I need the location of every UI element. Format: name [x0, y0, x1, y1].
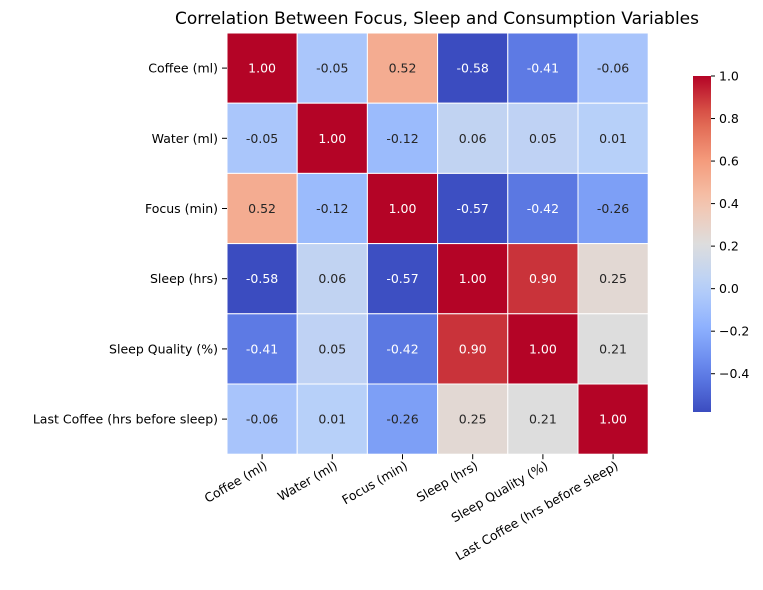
cell-value-label: 0.06 [459, 131, 487, 146]
cell-value-label: -0.58 [246, 271, 278, 286]
cell-value-label: 1.00 [459, 271, 487, 286]
heatmap-cell-labels: 1.00 -0.05 0.52 -0.58 -0.41 -0.06 -0.05 1.00 -0.… [246, 61, 629, 427]
cell-value-label: -0.42 [527, 201, 559, 216]
cell-value-label: -0.12 [316, 201, 348, 216]
heatmap-cell [366, 243, 439, 315]
heatmap-cell [507, 243, 579, 315]
colorbar-tick-label: −0.4 [719, 366, 749, 381]
heatmap-cell [296, 243, 368, 315]
heatmap-cell [507, 313, 579, 385]
cell-value-label: 1.00 [599, 412, 627, 427]
heatmap-cell [296, 172, 368, 245]
heatmap-cell [437, 243, 509, 315]
cell-value-label: -0.42 [386, 341, 418, 356]
heatmap-cell [296, 102, 368, 174]
cell-value-label: 0.90 [529, 271, 557, 286]
cell-value-label: 0.52 [389, 61, 417, 76]
y-axis: Coffee (ml) Water (ml) Focus (min) Sleep (h… [33, 61, 227, 427]
colorbar-tick-label: 1.0 [719, 69, 739, 84]
heatmap-cell [507, 172, 579, 245]
cell-value-label: 0.21 [599, 341, 627, 356]
y-tick-label: Sleep (hrs) [150, 271, 218, 286]
colorbar-tick-label: 0.2 [719, 239, 739, 254]
heatmap-cell [577, 32, 649, 104]
heatmap-cell [577, 102, 649, 174]
heatmap-cell [366, 32, 439, 104]
heatmap-cells [226, 32, 649, 455]
cell-value-label: 0.90 [459, 341, 487, 356]
cell-value-label: -0.41 [527, 61, 559, 76]
colorbar-gradient [693, 76, 711, 412]
colorbar-tick-label: 0.0 [719, 281, 739, 296]
heatmap-cell [296, 32, 368, 104]
heatmap-cell [437, 32, 509, 104]
cell-value-label: -0.05 [246, 131, 278, 146]
y-tick-label: Focus (min) [145, 201, 218, 216]
x-axis: Coffee (ml) Water (ml) Focus (min) Sleep (h… [202, 454, 621, 563]
cell-value-label: -0.06 [597, 61, 629, 76]
cell-value-label: 0.05 [318, 341, 346, 356]
y-tick-label: Sleep Quality (%) [109, 341, 218, 356]
cell-value-label: 0.05 [529, 131, 557, 146]
cell-value-label: -0.06 [246, 412, 278, 427]
cell-value-label: -0.58 [457, 61, 489, 76]
cell-value-label: 1.00 [248, 61, 276, 76]
y-tick-label: Last Coffee (hrs before sleep) [33, 412, 218, 427]
heatmap-cell [437, 102, 509, 174]
cell-value-label: 0.25 [599, 271, 627, 286]
cell-value-label: -0.12 [386, 131, 418, 146]
x-tick-label: Sleep (hrs) [414, 458, 480, 505]
heatmap-cell [577, 313, 649, 385]
cell-value-label: -0.41 [246, 341, 278, 356]
y-tick-label: Coffee (ml) [148, 61, 218, 76]
cell-value-label: 0.06 [318, 271, 346, 286]
cell-value-label: -0.26 [597, 201, 629, 216]
colorbar-tick-label: 0.6 [719, 154, 739, 169]
colorbar-tick-label: −0.2 [719, 324, 749, 339]
cell-value-label: 0.01 [599, 131, 627, 146]
cell-value-label: -0.57 [457, 201, 489, 216]
cell-value-label: 0.01 [318, 412, 346, 427]
colorbar-tick-label: 0.4 [719, 196, 739, 211]
heatmap-cell [226, 383, 298, 455]
heatmap-cell [577, 172, 649, 245]
cell-value-label: -0.26 [386, 412, 418, 427]
cell-value-label: 0.52 [248, 201, 276, 216]
x-tick-label: Coffee (ml) [202, 458, 270, 506]
heatmap-cell [366, 313, 439, 385]
heatmap-cell [437, 313, 509, 385]
heatmap-cell [577, 383, 649, 455]
y-tick-label: Water (ml) [152, 131, 218, 146]
x-tick-label: Water (ml) [275, 458, 340, 504]
x-tick-label: Focus (min) [339, 458, 410, 507]
cell-value-label: 0.21 [529, 412, 557, 427]
cell-value-label: -0.05 [316, 61, 348, 76]
heatmap-cell [226, 313, 298, 385]
cell-value-label: -0.57 [386, 271, 418, 286]
heatmap-cell [226, 243, 298, 315]
colorbar: −0.4 −0.2 0.0 0.2 0.4 0.6 0.8 1.0 [693, 69, 749, 412]
heatmap-cell [507, 383, 579, 455]
cell-value-label: 1.00 [318, 131, 346, 146]
heatmap-cell [577, 243, 649, 315]
heatmap-cell [437, 172, 509, 245]
cell-value-label: 0.25 [459, 412, 487, 427]
colorbar-tick-label: 0.8 [719, 111, 739, 126]
cell-value-label: 1.00 [529, 341, 557, 356]
heatmap-cell [226, 32, 298, 104]
cell-value-label: 1.00 [389, 201, 417, 216]
chart-title: Correlation Between Focus, Sleep and Con… [175, 9, 699, 29]
